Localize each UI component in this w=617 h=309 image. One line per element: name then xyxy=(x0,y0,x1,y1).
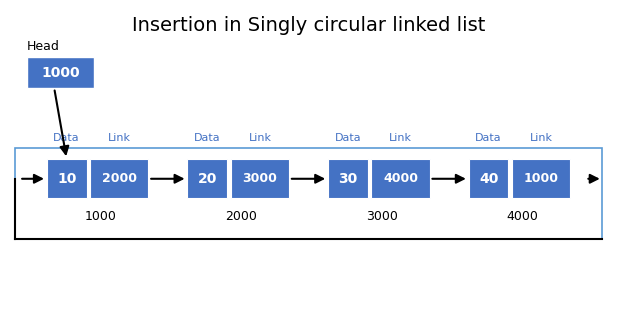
Text: 40: 40 xyxy=(479,172,499,186)
Text: Link: Link xyxy=(529,133,553,143)
Text: Head: Head xyxy=(27,40,60,53)
Text: 1000: 1000 xyxy=(524,172,558,185)
Text: Data: Data xyxy=(194,133,221,143)
Text: 1000: 1000 xyxy=(85,210,116,223)
FancyBboxPatch shape xyxy=(231,159,289,198)
Text: 3000: 3000 xyxy=(366,210,397,223)
Text: Link: Link xyxy=(389,133,412,143)
Text: 3000: 3000 xyxy=(242,172,277,185)
Text: 20: 20 xyxy=(197,172,217,186)
FancyBboxPatch shape xyxy=(27,57,94,88)
Text: 4000: 4000 xyxy=(507,210,538,223)
FancyBboxPatch shape xyxy=(328,159,368,198)
Text: 4000: 4000 xyxy=(383,172,418,185)
Text: 2000: 2000 xyxy=(102,172,137,185)
FancyBboxPatch shape xyxy=(188,159,227,198)
Text: Data: Data xyxy=(334,133,361,143)
FancyBboxPatch shape xyxy=(469,159,508,198)
FancyBboxPatch shape xyxy=(512,159,570,198)
FancyBboxPatch shape xyxy=(90,159,148,198)
Text: 10: 10 xyxy=(57,172,77,186)
FancyBboxPatch shape xyxy=(371,159,429,198)
FancyBboxPatch shape xyxy=(47,159,86,198)
Text: Data: Data xyxy=(475,133,502,143)
Text: 30: 30 xyxy=(338,172,358,186)
Text: 1000: 1000 xyxy=(41,66,80,80)
Text: 2000: 2000 xyxy=(225,210,257,223)
Text: Data: Data xyxy=(53,133,80,143)
Text: Link: Link xyxy=(249,133,271,143)
Text: Link: Link xyxy=(108,133,131,143)
Text: Insertion in Singly circular linked list: Insertion in Singly circular linked list xyxy=(132,16,485,35)
